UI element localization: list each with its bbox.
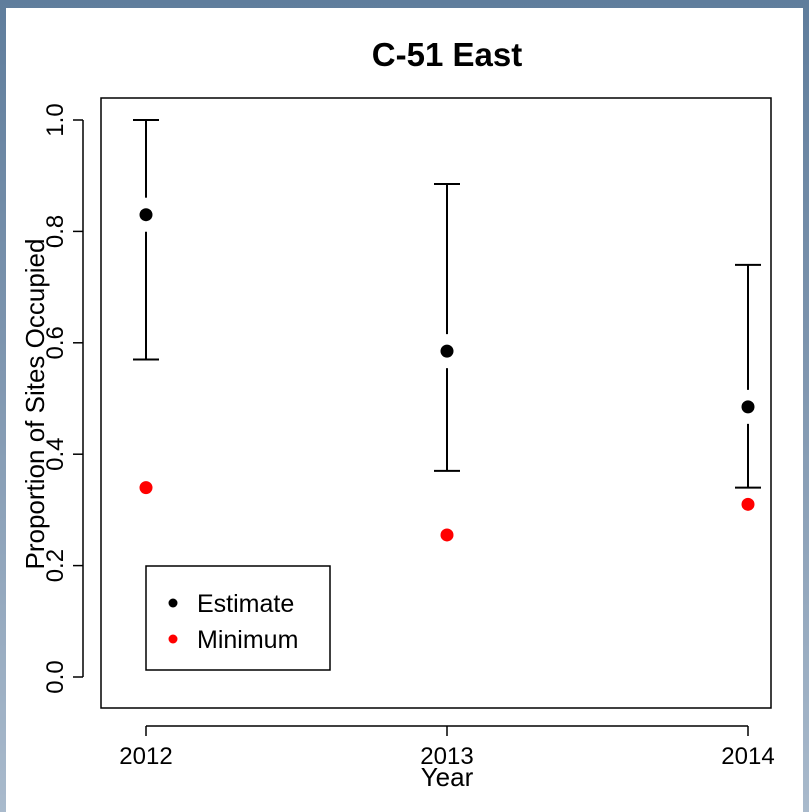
estimate-point <box>139 208 153 222</box>
x-tick-label: 2012 <box>119 743 172 770</box>
x-axis-label: Year <box>421 762 474 792</box>
minimum-point <box>139 481 153 495</box>
chart-title: C-51 East <box>372 36 522 73</box>
legend-box <box>145 565 331 671</box>
y-tick-label: 1.0 <box>42 103 69 136</box>
y-tick-label: 0.4 <box>42 438 69 471</box>
y-axis-label: Proportion of Sites Occupied <box>20 239 50 570</box>
legend-marker-estimate <box>168 598 178 608</box>
plot-canvas: C-51 East 0.0 0.2 0.4 0.6 0.8 1.0 2012 2013 201… <box>6 8 803 812</box>
y-tick-label: 0.8 <box>42 215 69 248</box>
y-tick-label: 0.6 <box>42 326 69 359</box>
y-tick-label: 0.2 <box>42 549 69 582</box>
legend-label-minimum: Minimum <box>197 626 298 654</box>
y-tick-label: 0.0 <box>42 660 69 693</box>
minimum-point <box>741 497 755 511</box>
x-tick-label: 2014 <box>721 743 774 770</box>
y-axis: 0.0 0.2 0.4 0.6 0.8 1.0 <box>42 103 84 694</box>
legend-label-estimate: Estimate <box>197 590 294 618</box>
x-axis: 2012 2013 2014 <box>119 725 775 770</box>
plot-area-border <box>100 97 772 709</box>
x-tick-label: 2013 <box>420 743 473 770</box>
estimate-point <box>440 344 454 358</box>
data-marks <box>133 119 761 542</box>
chart-svg: C-51 East 0.00.20.40.60.81.0 2012 2013 201… <box>20 36 775 792</box>
legend-marker-minimum <box>168 634 178 644</box>
estimate-point <box>741 400 755 414</box>
minimum-point <box>440 528 454 542</box>
legend: Estimate Minimum <box>145 565 331 671</box>
